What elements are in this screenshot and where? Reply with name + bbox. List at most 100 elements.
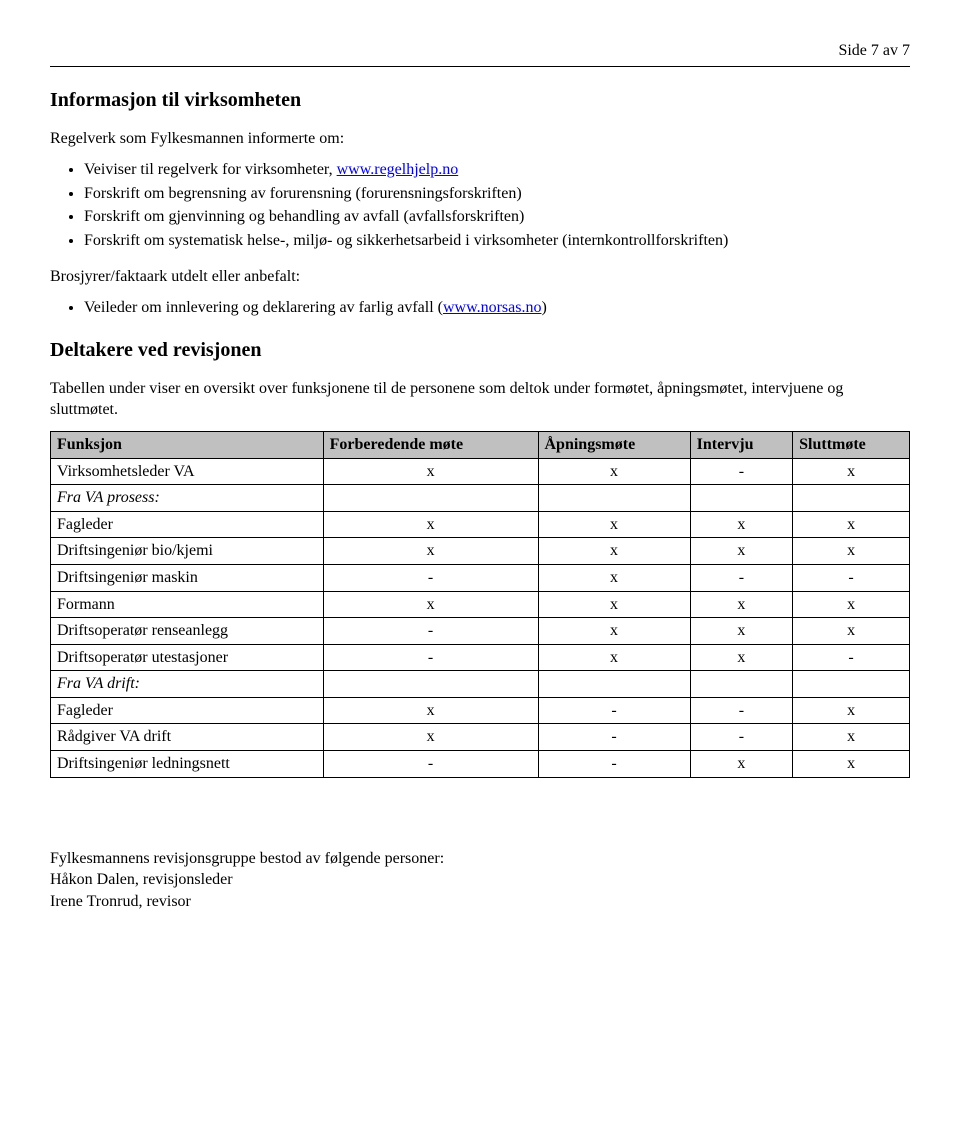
row-label: Fra VA drift:	[51, 671, 324, 698]
table-row: Formannxxxx	[51, 591, 910, 618]
row-cell: x	[323, 511, 538, 538]
table-row: Rådgiver VA driftx--x	[51, 724, 910, 751]
row-cell: x	[538, 618, 690, 645]
footer-line: Håkon Dalen, revisjonsleder	[50, 869, 910, 891]
row-cell	[538, 485, 690, 512]
row-cell: x	[538, 458, 690, 485]
list-item: Veiviser til regelverk for virksomheter,…	[84, 159, 910, 181]
row-cell: x	[793, 751, 910, 778]
row-cell: x	[323, 724, 538, 751]
row-cell: x	[690, 618, 793, 645]
row-cell: x	[793, 538, 910, 565]
table-row: Driftsingeniør maskin-x--	[51, 564, 910, 591]
participants-table: Funksjon Forberedende møte Åpningsmøte I…	[50, 431, 910, 778]
brochure-list: Veileder om innlevering og deklarering a…	[50, 297, 910, 319]
row-cell: -	[538, 724, 690, 751]
row-cell: x	[690, 538, 793, 565]
col-header: Åpningsmøte	[538, 431, 690, 458]
table-row: Faglederxxxx	[51, 511, 910, 538]
regelverk-list: Veiviser til regelverk for virksomheter,…	[50, 159, 910, 251]
row-cell	[323, 485, 538, 512]
row-cell: x	[690, 644, 793, 671]
row-cell	[690, 671, 793, 698]
row-cell: x	[793, 458, 910, 485]
row-cell: -	[538, 697, 690, 724]
row-label: Rådgiver VA drift	[51, 724, 324, 751]
table-header-row: Funksjon Forberedende møte Åpningsmøte I…	[51, 431, 910, 458]
row-label: Fagleder	[51, 697, 324, 724]
section-title-info: Informasjon til virksomheten	[50, 87, 910, 114]
list-item: Veileder om innlevering og deklarering a…	[84, 297, 910, 319]
row-label: Virksomhetsleder VA	[51, 458, 324, 485]
row-cell: -	[323, 644, 538, 671]
row-cell: x	[323, 697, 538, 724]
row-cell: x	[538, 511, 690, 538]
row-cell: x	[793, 724, 910, 751]
row-cell: x	[793, 697, 910, 724]
row-label: Driftsingeniør maskin	[51, 564, 324, 591]
row-cell: -	[323, 564, 538, 591]
row-cell	[690, 485, 793, 512]
brochure-intro: Brosjyrer/faktaark utdelt eller anbefalt…	[50, 266, 910, 288]
row-cell: x	[323, 538, 538, 565]
participants-intro: Tabellen under viser en oversikt over fu…	[50, 378, 910, 421]
row-cell	[793, 671, 910, 698]
row-cell: x	[538, 564, 690, 591]
row-cell: -	[538, 751, 690, 778]
row-cell	[538, 671, 690, 698]
row-label: Fra VA prosess:	[51, 485, 324, 512]
row-cell: x	[690, 511, 793, 538]
row-cell: x	[690, 751, 793, 778]
norsas-link[interactable]: www.norsas.no	[443, 299, 542, 316]
row-cell: -	[793, 644, 910, 671]
section-title-participants: Deltakere ved revisjonen	[50, 337, 910, 364]
row-label: Driftsoperatør utestasjoner	[51, 644, 324, 671]
row-cell: -	[690, 697, 793, 724]
col-header: Sluttmøte	[793, 431, 910, 458]
list-item: Forskrift om systematisk helse-, miljø- …	[84, 230, 910, 252]
regelverk-intro: Regelverk som Fylkesmannen informerte om…	[50, 128, 910, 150]
row-cell: -	[793, 564, 910, 591]
table-row: Driftsoperatør utestasjoner-xx-	[51, 644, 910, 671]
row-cell: x	[793, 618, 910, 645]
table-row: Driftsoperatør renseanlegg-xxx	[51, 618, 910, 645]
table-row: Faglederx--x	[51, 697, 910, 724]
row-cell: x	[538, 538, 690, 565]
table-row: Driftsingeniør bio/kjemixxxx	[51, 538, 910, 565]
row-cell: x	[793, 511, 910, 538]
list-item: Forskrift om gjenvinning og behandling a…	[84, 206, 910, 228]
row-cell: x	[793, 591, 910, 618]
row-label: Driftsoperatør renseanlegg	[51, 618, 324, 645]
row-cell: -	[690, 458, 793, 485]
row-label: Fagleder	[51, 511, 324, 538]
footer-line: Irene Tronrud, revisor	[50, 891, 910, 913]
col-header: Intervju	[690, 431, 793, 458]
row-cell: x	[538, 591, 690, 618]
table-row: Driftsingeniør ledningsnett--xx	[51, 751, 910, 778]
regelhjelp-link[interactable]: www.regelhjelp.no	[337, 161, 459, 178]
col-header: Forberedende møte	[323, 431, 538, 458]
row-cell	[323, 671, 538, 698]
list-item-text: Veiviser til regelverk for virksomheter,	[84, 161, 337, 178]
table-row: Fra VA drift:	[51, 671, 910, 698]
list-item: Forskrift om begrensning av forurensning…	[84, 183, 910, 205]
row-label: Formann	[51, 591, 324, 618]
horizontal-rule	[50, 66, 910, 67]
row-cell: -	[690, 564, 793, 591]
row-label: Driftsingeniør ledningsnett	[51, 751, 324, 778]
row-cell: x	[323, 458, 538, 485]
row-cell: x	[323, 591, 538, 618]
row-label: Driftsingeniør bio/kjemi	[51, 538, 324, 565]
row-cell: -	[323, 751, 538, 778]
row-cell: x	[538, 644, 690, 671]
row-cell	[793, 485, 910, 512]
table-row: Virksomhetsleder VAxx-x	[51, 458, 910, 485]
col-header: Funksjon	[51, 431, 324, 458]
table-row: Fra VA prosess:	[51, 485, 910, 512]
page-number: Side 7 av 7	[50, 40, 910, 62]
footer-line: Fylkesmannens revisjonsgruppe bestod av …	[50, 848, 910, 870]
footer-block: Fylkesmannens revisjonsgruppe bestod av …	[50, 848, 910, 913]
list-item-text: Veileder om innlevering og deklarering a…	[84, 299, 443, 316]
row-cell: -	[690, 724, 793, 751]
row-cell: -	[323, 618, 538, 645]
